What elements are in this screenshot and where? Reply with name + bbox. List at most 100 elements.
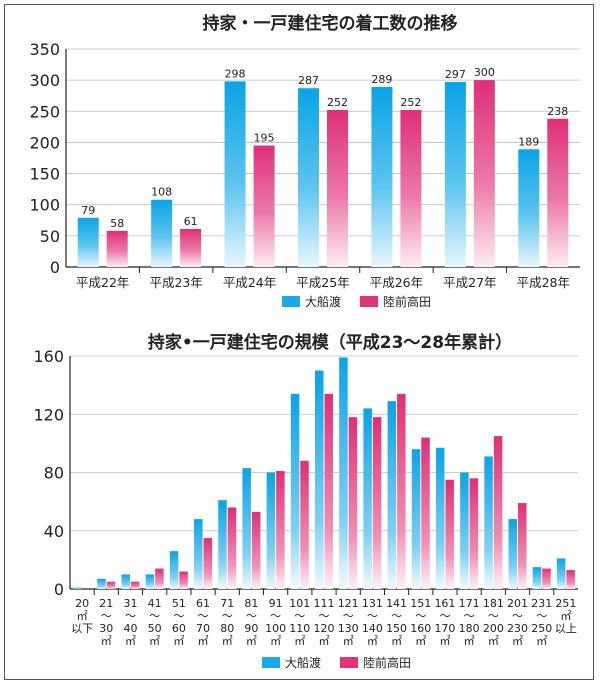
chart-2-bar — [445, 479, 454, 589]
chart-2-xtick: 〜 — [198, 610, 209, 623]
chart-1-bar — [547, 118, 569, 267]
chart-2-xtick: 以下 — [71, 622, 93, 635]
chart-2-xtick: 251 — [555, 597, 576, 610]
chart-2-bar — [315, 370, 324, 589]
chart-2-xtick: 170 — [434, 622, 455, 635]
chart-2-bar — [435, 447, 445, 589]
chart-2-bar — [411, 449, 421, 589]
chart-2-ytick: 0 — [54, 580, 64, 599]
chart-1-legend-label: 陸前高田 — [383, 294, 431, 309]
chart-2-bar — [290, 393, 300, 589]
chart-2-bar — [387, 401, 397, 589]
chart-2-xtick: 250 — [531, 622, 552, 635]
chart-2-xtick: 171 — [459, 597, 480, 610]
chart-2-bar — [484, 456, 493, 589]
chart-2-xtick: 80 — [220, 622, 234, 635]
chart-2-ytick: 40 — [44, 522, 64, 541]
chart-2-xtick: 30 — [99, 622, 113, 635]
chart-2-xtick: 50 — [148, 622, 162, 635]
chart-2-xtick: ㎡ — [319, 635, 330, 648]
chart-2-xtick: 〜 — [222, 610, 233, 623]
chart-1-data-label: 195 — [254, 132, 275, 145]
chart-1-bar — [298, 88, 319, 268]
chart-1-legend: 大船渡 陸前高田 — [282, 294, 431, 309]
chart-2-bar — [556, 558, 566, 589]
chart-2-xtick: ㎡ — [415, 635, 426, 648]
chart-1-bar — [371, 86, 393, 267]
chart-2-xtick: 110 — [289, 622, 310, 635]
chart-2-ytick: 160 — [33, 347, 64, 366]
chart-1-xtick: 平成25年 — [296, 275, 349, 290]
chart-2-xtick: ㎡ — [149, 635, 160, 648]
chart-2-xtick: 151 — [410, 597, 431, 610]
chart-1-ytick: 350 — [29, 40, 60, 59]
chart-2-bar — [348, 417, 358, 589]
chart-2-xtick: 161 — [434, 597, 455, 610]
chart-2-bar — [508, 519, 518, 589]
chart-2-xtick: ㎡ — [222, 635, 233, 648]
chart-1-xtick: 平成27年 — [443, 275, 496, 290]
chart-2-xtick: 70 — [196, 622, 210, 635]
chart-2-bar — [532, 567, 542, 589]
chart-2-bar — [155, 568, 164, 589]
chart-2-bar — [566, 570, 575, 589]
chart-2-xtick: 60 — [172, 622, 186, 635]
chart-1-bar — [473, 80, 495, 268]
chart-2-xtick: 〜 — [149, 610, 160, 623]
chart-1-bar — [327, 110, 348, 267]
chart-1-data-label: 79 — [81, 204, 95, 217]
chart-2-bar — [518, 503, 527, 589]
chart-2-xtick: ㎡ — [560, 610, 571, 623]
chart-1-data-label: 297 — [445, 68, 466, 81]
chart-2-xtick: 141 — [386, 597, 407, 610]
chart-2-xtick: 51 — [172, 597, 186, 610]
chart-2-xtick: ㎡ — [270, 635, 281, 648]
chart-2-legend: 大船渡 陸前高田 — [262, 655, 411, 670]
chart-2-xtick: 〜 — [173, 610, 184, 623]
chart-2-bar — [121, 574, 130, 589]
chart-2-xtick: 〜 — [391, 610, 402, 623]
chart-2-xtick: 〜 — [319, 610, 330, 623]
chart-1-ytick: 100 — [29, 196, 60, 215]
chart-2-bar — [339, 357, 348, 589]
chart-2-xtick: 71 — [220, 597, 234, 610]
chart-2-xtick: 41 — [148, 597, 162, 610]
chart-2-xtick: 〜 — [415, 610, 426, 623]
chart-2-xtick: 40 — [123, 622, 137, 635]
chart-1-bar — [180, 229, 202, 267]
chart-2-xtick: ㎡ — [488, 635, 499, 648]
chart-2-xtick: 231 — [531, 597, 552, 610]
chart-1-data-label: 252 — [400, 96, 421, 109]
chart-2-bar — [106, 581, 116, 589]
chart-1-bar — [400, 110, 422, 267]
chart-1-xtick: 平成26年 — [370, 275, 423, 290]
chart-1-ytick: 50 — [40, 227, 60, 246]
chart-2-xtick: 101 — [289, 597, 310, 610]
chart-1-data-label: 252 — [327, 96, 348, 109]
chart-2-xtick: 120 — [314, 622, 335, 635]
chart-2-bar — [542, 568, 551, 589]
chart-2-xtick: 180 — [459, 622, 480, 635]
chart-2-xtick: 111 — [314, 597, 335, 610]
chart-2-bar — [169, 551, 179, 589]
chart-2-xtick: 91 — [269, 597, 283, 610]
chart-2-legend-label: 陸前高田 — [363, 655, 411, 670]
chart-1-xtick: 平成28年 — [517, 275, 570, 290]
chart-1-xtick: 平成23年 — [149, 275, 202, 290]
chart-2-xtick: 〜 — [294, 610, 305, 623]
chart-1-bar — [151, 199, 173, 267]
chart-1-legend-label: 大船渡 — [305, 294, 341, 309]
chart-2-xtick: 以上 — [555, 622, 577, 635]
chart-2-xtick: 201 — [507, 597, 528, 610]
chart-2-bar — [251, 511, 261, 589]
chart-2-xtick: 21 — [99, 597, 113, 610]
chart-2-bar — [266, 472, 276, 589]
chart-2-xtick: 〜 — [343, 610, 354, 623]
chart-1-data-label: 287 — [298, 74, 319, 87]
chart-1-bar — [106, 230, 128, 267]
chart-1-ytick: 200 — [29, 133, 60, 152]
chart-1-bar — [518, 149, 540, 267]
chart-2-ytick: 80 — [44, 464, 64, 483]
